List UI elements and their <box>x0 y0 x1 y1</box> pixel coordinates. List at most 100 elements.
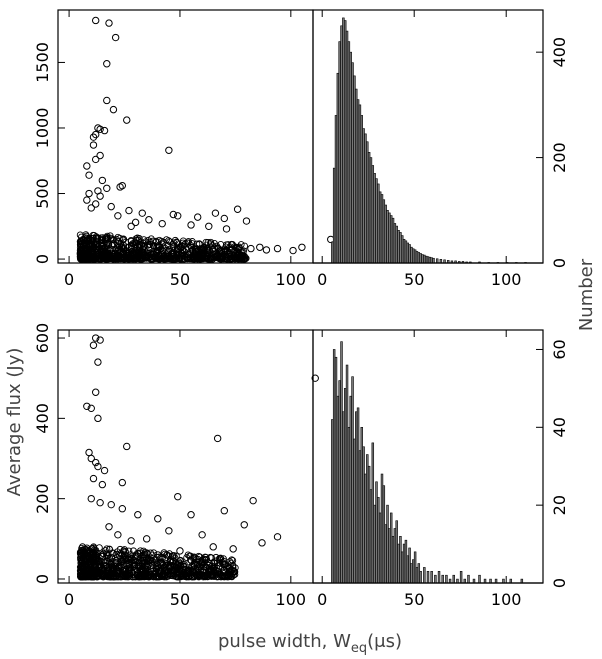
scatter-point <box>118 505 127 513</box>
scatter-point <box>145 216 153 224</box>
scatter-point <box>228 556 236 564</box>
scatter-point <box>126 564 134 572</box>
scatter-point <box>233 205 242 213</box>
scatter-point <box>155 553 163 561</box>
scatter-point <box>242 217 251 225</box>
scatter-point <box>154 515 162 523</box>
scatter-point <box>117 556 125 564</box>
scatter-point <box>131 553 139 561</box>
scatter-point <box>171 236 179 244</box>
scatter-point <box>83 248 91 256</box>
scatter-point <box>103 184 111 192</box>
scatter-point <box>207 572 215 580</box>
scatter-point <box>185 573 193 581</box>
x-axis-label: pulse width, Weq(μs) <box>218 631 402 656</box>
scatter-point <box>88 573 96 581</box>
scatter-point <box>115 562 123 570</box>
scatter-point <box>124 255 132 263</box>
scatter-point <box>174 212 182 220</box>
scatter-point <box>116 545 124 553</box>
scatter-point <box>117 573 125 581</box>
scatter-point <box>228 566 236 574</box>
y-tick-label: 200 <box>33 483 52 514</box>
scatter-point <box>105 19 113 27</box>
y-axis-label-left: Average flux (Jy) <box>4 348 25 497</box>
histogram-bar <box>452 574 455 584</box>
scatter-point <box>164 572 172 580</box>
scatter-point <box>76 250 84 258</box>
panel-top-right: 0 50 100 0 200 400 <box>312 9 569 289</box>
scatter-point <box>112 550 120 558</box>
scatter-point <box>91 334 100 342</box>
scatter-point <box>114 531 122 539</box>
scatter-point <box>220 507 229 515</box>
scatter-point <box>119 557 127 565</box>
scatter-point <box>127 537 135 545</box>
scatter-point <box>145 243 153 251</box>
scatter-point <box>99 550 107 558</box>
histogram-bar <box>478 574 481 584</box>
scatter-point <box>86 551 94 559</box>
scatter-point <box>91 200 100 208</box>
scatter-point <box>190 254 197 262</box>
scatter-point <box>198 246 206 253</box>
scatter-point <box>185 569 193 577</box>
scatter-point <box>199 573 207 581</box>
scatter-point <box>240 255 248 263</box>
scatter-point <box>91 155 100 164</box>
scatter-point <box>136 549 144 557</box>
scatter-point <box>128 242 136 250</box>
scatter-point <box>217 255 225 263</box>
scatter-point <box>170 552 178 559</box>
scatter-point <box>91 458 100 467</box>
scatter-point <box>148 251 156 259</box>
scatter-point <box>105 255 113 263</box>
scatter-point <box>150 556 158 564</box>
x-tick-label: 100 <box>276 590 307 609</box>
y-tick-label: 0 <box>33 574 52 584</box>
scatter-point <box>91 16 100 25</box>
scatter-point <box>118 478 127 487</box>
x-tick-label: 0 <box>64 590 74 609</box>
scatter-point <box>107 202 115 211</box>
scatter-point <box>148 551 156 559</box>
scatter-point <box>140 239 147 247</box>
scatter-point <box>145 569 153 576</box>
scatter-point <box>154 551 162 559</box>
scatter-point <box>207 240 214 248</box>
scatter-point <box>170 255 178 263</box>
scatter-point <box>101 563 109 571</box>
y-tick-label: 500 <box>33 178 52 209</box>
histogram-bar <box>445 574 448 584</box>
scatter-point <box>172 572 180 580</box>
scatter-point <box>96 498 104 507</box>
scatter-point <box>83 196 91 204</box>
panel-bottom-left: 0 50 100 0 200 400 600 <box>33 323 319 609</box>
scatter-point <box>102 253 110 261</box>
scatter-point <box>165 146 173 154</box>
scatter-point <box>87 561 95 569</box>
scatter-point <box>95 557 103 565</box>
y-tick-label: 20 <box>550 495 569 515</box>
scatter-point <box>79 554 87 562</box>
scatter-point <box>180 241 188 249</box>
y-tick-label: 400 <box>550 37 569 68</box>
scatter-point <box>213 557 221 565</box>
scatter-point <box>91 566 99 574</box>
scatter-point <box>273 244 282 253</box>
scatter-point <box>193 213 202 221</box>
scatter-point <box>188 255 196 263</box>
scatter-point <box>136 249 144 257</box>
scatter-point <box>215 245 223 253</box>
scatter-point <box>95 544 103 552</box>
scatter-point <box>89 474 98 483</box>
scatter-point <box>241 254 249 262</box>
scatter-point <box>169 210 178 219</box>
scatter-point <box>159 238 167 246</box>
scatter-point <box>226 558 234 565</box>
scatter-point <box>87 494 95 503</box>
scatter-point <box>249 496 257 505</box>
scatter-point <box>89 133 98 141</box>
scatter-point <box>77 571 85 579</box>
